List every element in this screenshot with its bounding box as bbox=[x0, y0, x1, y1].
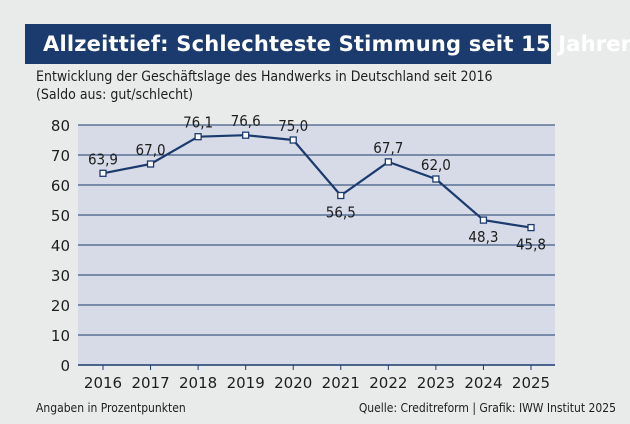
data-label: 45,8 bbox=[516, 236, 546, 254]
data-point bbox=[527, 223, 535, 232]
y-tick-label: 0 bbox=[60, 357, 70, 375]
y-tick-label: 40 bbox=[51, 237, 70, 255]
x-tick-label: 2021 bbox=[322, 374, 360, 392]
data-label: 48,3 bbox=[468, 228, 498, 246]
x-tick-label: 2019 bbox=[227, 374, 265, 392]
data-label: 62,0 bbox=[421, 156, 451, 174]
y-tick-label: 70 bbox=[51, 147, 70, 165]
data-point bbox=[99, 169, 107, 177]
data-label: 63,9 bbox=[88, 150, 118, 168]
x-tick-label: 2025 bbox=[512, 374, 550, 392]
data-point bbox=[384, 158, 392, 166]
x-tick-label: 2018 bbox=[179, 374, 217, 392]
data-point bbox=[432, 175, 440, 183]
y-tick-label: 60 bbox=[51, 177, 70, 195]
y-tick-label: 20 bbox=[51, 297, 70, 315]
subtitle-line-2: (Saldo aus: gut/schlecht) bbox=[36, 87, 193, 103]
data-label: 75,0 bbox=[278, 117, 308, 135]
y-tick-label: 50 bbox=[51, 207, 70, 225]
footer-source: Quelle: Creditreform | Grafik: IWW Insti… bbox=[358, 401, 616, 415]
y-tick-label: 10 bbox=[51, 327, 70, 345]
data-point bbox=[242, 131, 250, 139]
data-point bbox=[194, 133, 202, 141]
chart-title-banner: Allzeittief: Schlechteste Stimmung seit … bbox=[25, 24, 630, 64]
y-tick-label: 80 bbox=[51, 117, 70, 135]
footer-unit-note: Angaben in Prozentpunkten bbox=[36, 401, 186, 415]
data-point bbox=[289, 136, 297, 144]
data-label: 67,0 bbox=[136, 141, 166, 159]
x-tick-label: 2017 bbox=[131, 374, 169, 392]
data-label: 67,7 bbox=[373, 139, 403, 157]
x-tick-label: 2016 bbox=[84, 374, 122, 392]
data-label: 76,6 bbox=[231, 112, 261, 130]
x-tick-label: 2024 bbox=[464, 374, 502, 392]
chart-title: Allzeittief: Schlechteste Stimmung seit … bbox=[43, 32, 630, 56]
data-label: 56,5 bbox=[326, 204, 356, 222]
subtitle-line-1: Entwicklung der Geschäftslage des Handwe… bbox=[36, 69, 493, 85]
chart-subtitle: Entwicklung der Geschäftslage des Handwe… bbox=[36, 68, 596, 104]
x-tick-label: 2023 bbox=[417, 374, 455, 392]
series-line bbox=[102, 134, 532, 229]
x-tick-label: 2020 bbox=[274, 374, 312, 392]
data-point bbox=[479, 216, 488, 224]
data-point bbox=[337, 191, 345, 200]
data-point bbox=[146, 160, 155, 168]
x-tick-label: 2022 bbox=[369, 374, 407, 392]
data-label: 76,1 bbox=[183, 114, 213, 132]
y-tick-label: 30 bbox=[51, 267, 70, 285]
